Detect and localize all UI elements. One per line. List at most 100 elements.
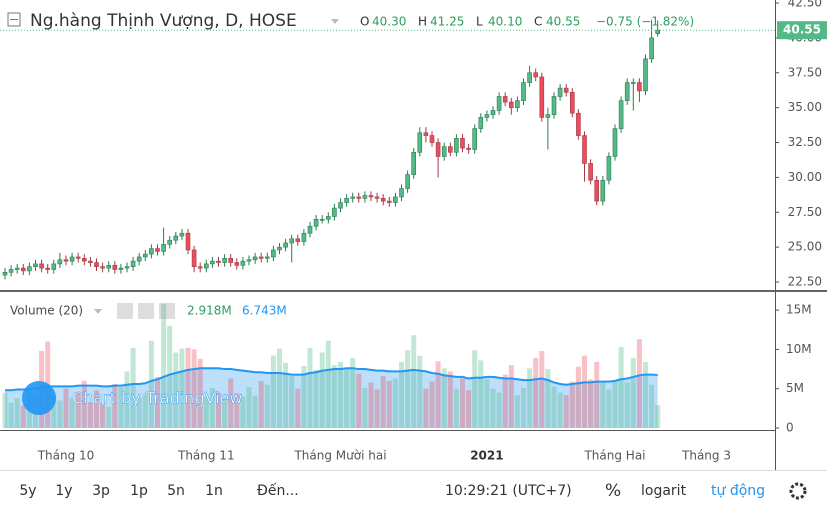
- clock: 10:29:21 (UTC+7): [445, 483, 572, 499]
- candle-body: [75, 256, 81, 259]
- volume-bar: [8, 402, 14, 429]
- range-button[interactable]: 5n: [167, 483, 185, 499]
- volume-bar: [490, 388, 496, 429]
- volume-bar: [502, 374, 508, 429]
- volume-bar: [460, 378, 465, 429]
- candle-body: [508, 101, 514, 108]
- volume-bar: [380, 376, 386, 429]
- candle-body: [460, 138, 465, 149]
- volume-bar: [539, 350, 545, 429]
- volume-bar: [472, 350, 478, 429]
- candle-body: [569, 91, 575, 114]
- volume-bar: [600, 382, 606, 429]
- candle-body: [39, 263, 44, 269]
- volume-bar: [100, 404, 106, 429]
- volume-bar: [179, 348, 185, 429]
- range-button[interactable]: 3p: [92, 483, 110, 499]
- eye-icon[interactable]: [117, 303, 133, 319]
- candle-body: [283, 242, 288, 248]
- close-icon[interactable]: [159, 303, 175, 319]
- candle-body: [588, 163, 593, 181]
- volume-bar: [216, 392, 221, 429]
- volume-bar: [368, 382, 374, 429]
- candle-body: [423, 132, 429, 136]
- candle-body: [539, 76, 545, 118]
- volume-bar: [130, 347, 136, 429]
- volume-bar: [112, 384, 118, 429]
- goto-button[interactable]: Đến...: [257, 482, 299, 499]
- candle-body: [630, 82, 636, 84]
- candle-body: [356, 196, 362, 199]
- candle-body: [405, 174, 410, 189]
- candle-body: [606, 156, 612, 181]
- collapse-icon[interactable]: [7, 12, 21, 27]
- y-tick-label: 42.50: [788, 0, 822, 9]
- candle-body: [112, 265, 118, 270]
- candle-body: [338, 202, 343, 209]
- candle-body: [271, 249, 276, 258]
- volume-bar: [161, 303, 167, 429]
- dropdown-arrow[interactable]: [331, 19, 339, 24]
- candle-body: [20, 267, 26, 272]
- candle-body: [612, 128, 618, 157]
- volume-bar: [636, 339, 642, 429]
- volume-bar: [411, 335, 417, 429]
- volume-bar: [63, 388, 69, 429]
- candle-body: [655, 29, 661, 34]
- candle-body: [258, 256, 264, 259]
- volume-bar: [350, 358, 356, 429]
- candle-body: [624, 82, 630, 101]
- settings-gear[interactable]: [789, 482, 807, 500]
- volume-bar: [612, 380, 618, 429]
- candle-body: [136, 256, 142, 262]
- percent-button[interactable]: %: [605, 481, 621, 501]
- candle-body: [63, 259, 69, 262]
- volume-bar: [551, 386, 557, 429]
- volume-bar: [545, 369, 551, 429]
- candle-body: [600, 179, 606, 202]
- range-button[interactable]: 1p: [130, 483, 148, 499]
- volume-bar: [222, 398, 228, 429]
- volume-bar: [173, 352, 179, 429]
- volume-bar: [20, 405, 26, 429]
- volume-bar: [569, 381, 575, 429]
- volume-bar: [429, 381, 435, 429]
- log-button[interactable]: logarit: [641, 483, 687, 499]
- ohlc-key: L: [476, 15, 483, 29]
- symbol-title: Ng.hàng Thịnh Vượng, D, HOSE: [30, 11, 297, 31]
- candle-body: [484, 114, 490, 118]
- watermark-logo: [22, 381, 56, 415]
- volume-bar: [484, 379, 490, 429]
- candle-body: [502, 96, 508, 103]
- volume-bar: [106, 406, 112, 429]
- candle-body: [204, 263, 209, 269]
- toolbar: 5y 1y 3p 1p 5n 1n Đến... 10:29:21 (UTC+7)% logar…: [19, 481, 807, 501]
- candle-body: [161, 244, 166, 252]
- volume-bar: [606, 389, 612, 429]
- volume-bar: [185, 347, 191, 429]
- candle-body: [374, 196, 380, 199]
- range-button[interactable]: 1y: [55, 483, 72, 499]
- y-tick-label: 35.00: [788, 100, 822, 114]
- candle-body: [582, 135, 587, 164]
- range-button[interactable]: 5y: [19, 483, 36, 499]
- volume-bar: [307, 347, 313, 429]
- last-price-label: 40.55: [783, 23, 821, 37]
- settings-icon[interactable]: [138, 303, 154, 319]
- volume-bar: [191, 349, 197, 429]
- y2-tick-label: 5M: [786, 381, 804, 395]
- candle-body: [325, 216, 331, 220]
- volume-ma-readout: 6.743M: [242, 304, 287, 318]
- y-tick-label: 25.00: [788, 240, 822, 254]
- volume-bar: [521, 387, 526, 429]
- volume-bar: [508, 365, 514, 429]
- ohlc-value: 40.30: [372, 15, 406, 29]
- candle-body: [478, 117, 484, 129]
- dropdown-arrow[interactable]: [94, 309, 102, 314]
- candle-body: [386, 200, 392, 203]
- auto-button[interactable]: tự động: [711, 483, 765, 499]
- volume-bar: [655, 405, 661, 429]
- volume-bar: [575, 366, 581, 429]
- range-button[interactable]: 1n: [205, 483, 223, 499]
